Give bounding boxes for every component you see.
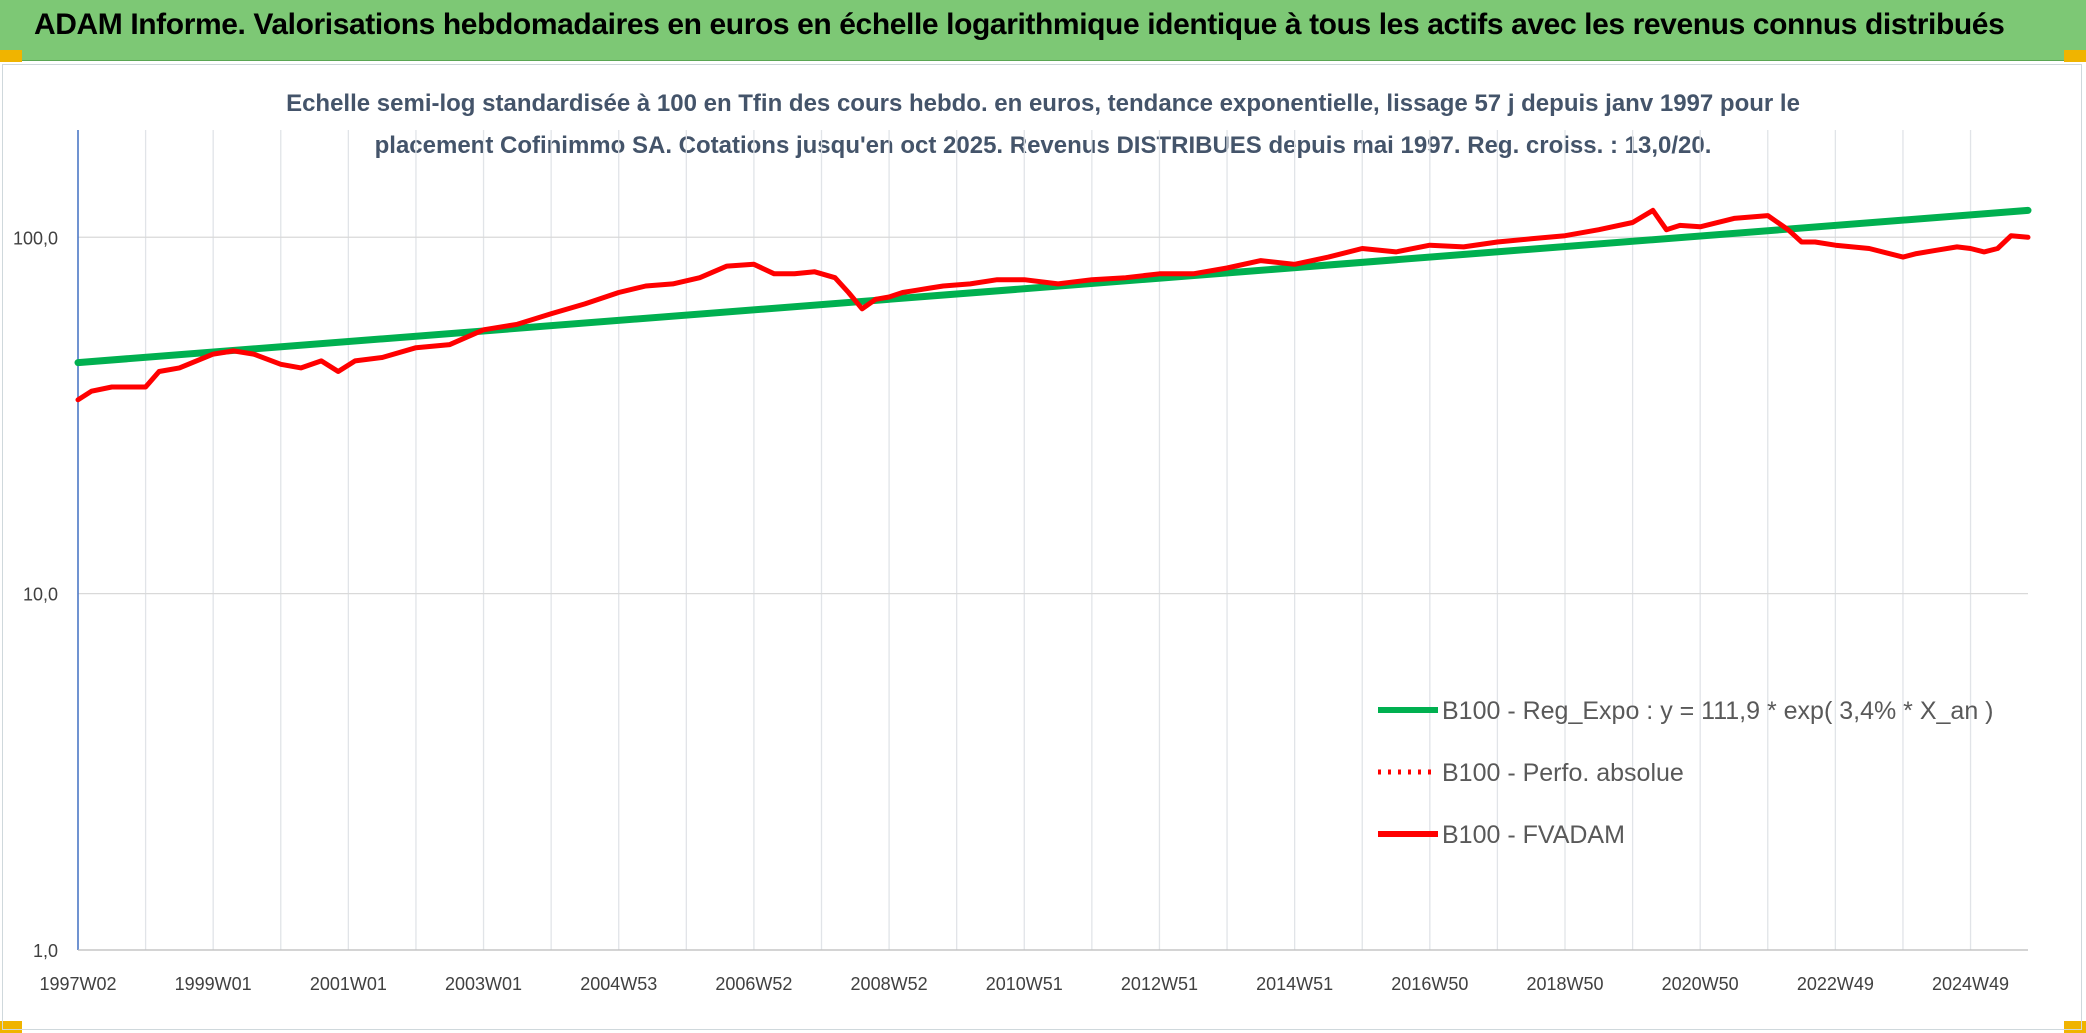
y-tick-label: 1,0	[33, 941, 58, 961]
x-tick-label: 2016W50	[1391, 974, 1468, 994]
series-layer	[74, 206, 2032, 403]
x-tick-label: 2006W52	[715, 974, 792, 994]
x-tick-label: 2004W53	[580, 974, 657, 994]
x-tick-label: 2014W51	[1256, 974, 1333, 994]
corner-marker-top-left	[0, 50, 22, 62]
x-tick-label: 2024W49	[1932, 974, 2009, 994]
gridlines	[77, 130, 2028, 951]
corner-marker-bottom-left	[0, 1021, 22, 1033]
report-header: ADAM Informe. Valorisations hebdomadaire…	[0, 0, 2086, 61]
x-tick-label: 2018W50	[1526, 974, 1603, 994]
series-line-0	[74, 206, 2032, 367]
legend-entry-1: B100 - Perfo. absolue	[1442, 759, 1684, 787]
x-tick-label: 1997W02	[39, 974, 116, 994]
x-tick-label: 2003W01	[445, 974, 522, 994]
y-tick-label: 100,0	[13, 228, 58, 248]
series-line-2	[75, 207, 2031, 403]
chart-frame	[2, 64, 2082, 1030]
chart-title-line-1: Echelle semi-log standardisée à 100 en T…	[286, 90, 1800, 117]
x-tick-label: 1999W01	[175, 974, 252, 994]
legend: B100 - Reg_Expo : y = 111,9 * exp( 3,4% …	[1378, 697, 1994, 849]
corner-marker-top-right	[2064, 50, 2086, 62]
chart-title-line-2: placement Cofinimmo SA. Cotations jusqu'…	[374, 132, 1712, 159]
x-tick-label: 2012W51	[1121, 974, 1198, 994]
x-tick-label: 2022W49	[1797, 974, 1874, 994]
axes: 1,0 10,0 100,0 1997W02 1999W01 2001W01 2003W01…	[13, 130, 2028, 994]
report-title: ADAM Informe. Valorisations hebdomadaire…	[34, 8, 2005, 41]
legend-entry-2: B100 - FVADAM	[1442, 821, 1625, 849]
x-tick-label: 2008W52	[851, 974, 928, 994]
x-tick-label: 2010W51	[986, 974, 1063, 994]
x-tick-label: 2020W50	[1662, 974, 1739, 994]
legend-entry-0: B100 - Reg_Expo : y = 111,9 * exp( 3,4% …	[1442, 697, 1994, 725]
y-tick-label: 10,0	[23, 585, 58, 605]
x-tick-label: 2001W01	[310, 974, 387, 994]
corner-marker-bottom-right	[2064, 1021, 2086, 1033]
